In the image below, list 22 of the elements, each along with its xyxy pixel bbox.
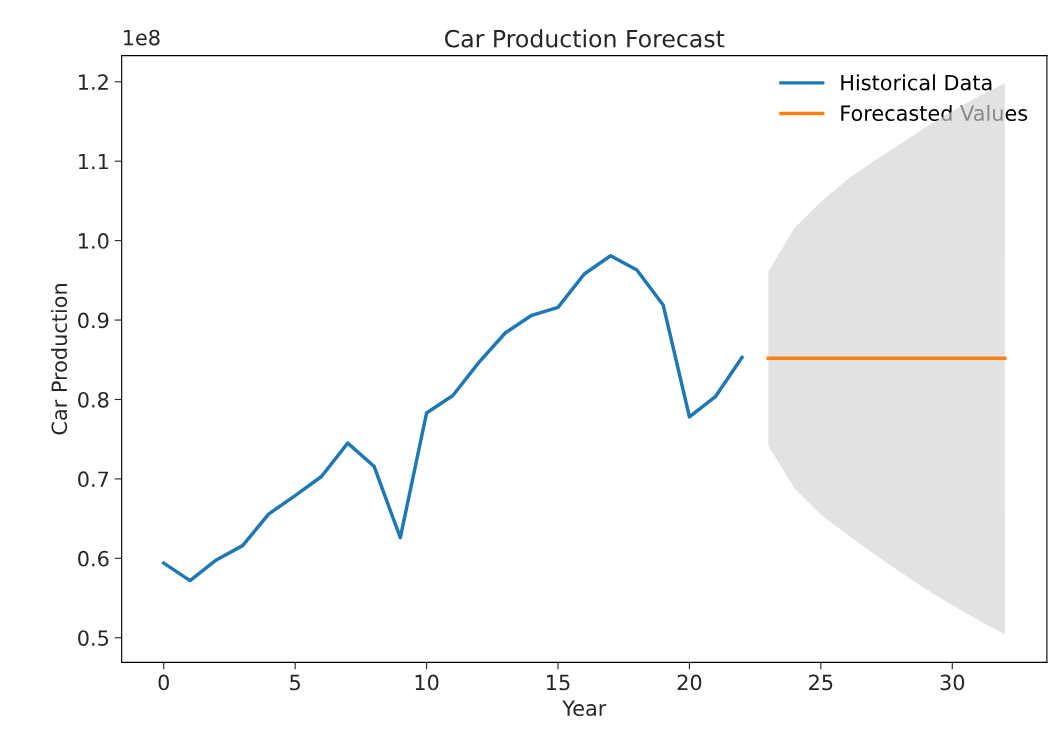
- y-tick-label: 0.7: [78, 471, 109, 488]
- y-tick-label: 1.0: [79, 233, 109, 249]
- legend-label: Historical Data: [841, 74, 992, 91]
- y-tick-label: 0.6: [78, 550, 109, 567]
- x-tick-label: 0: [158, 674, 169, 691]
- x-tick-label: 30: [940, 674, 965, 691]
- text: 1e8: [123, 29, 160, 46]
- x-tick-label: 5: [290, 674, 300, 691]
- y-tick-label: 1.2: [79, 74, 108, 90]
- legend-label: Forecasted Values: [841, 104, 1028, 122]
- x-axis-title: Year: [562, 700, 607, 717]
- y-tick-label: 1.1: [79, 153, 108, 170]
- line-series: [162, 253, 744, 583]
- y-tick-label: 0.9: [78, 312, 109, 329]
- x-tick-label: 20: [677, 674, 702, 691]
- chart-title: Car Production Forecast: [445, 29, 725, 48]
- y-axis-title: Car Production: [51, 284, 68, 435]
- x-tick-label: 10: [415, 674, 439, 691]
- y-tick-label: 0.8: [78, 391, 109, 408]
- x-tick-label: 25: [809, 674, 833, 691]
- y-tick-label: 0.5: [78, 630, 109, 646]
- x-tick-label: 15: [547, 674, 570, 691]
